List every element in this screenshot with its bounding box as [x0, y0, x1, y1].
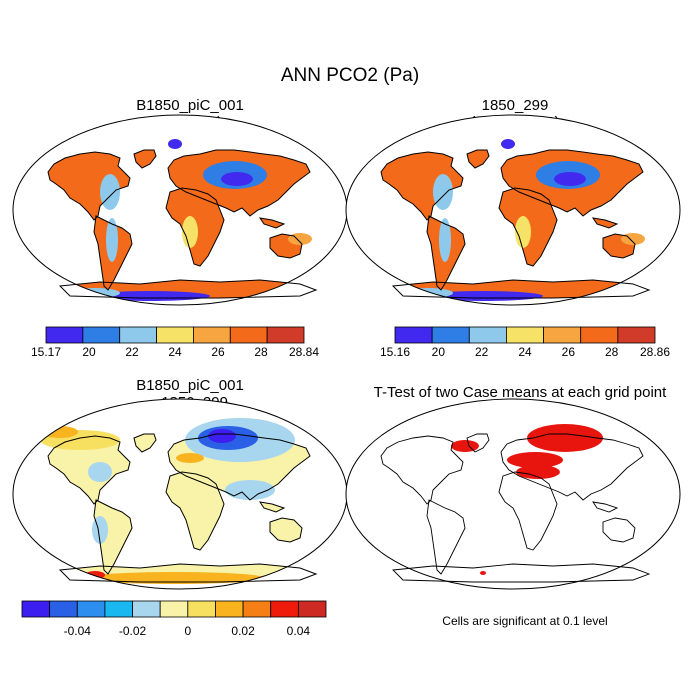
case1-colorbar-label: 28	[254, 345, 268, 359]
case2-colorbar-box-5	[580, 326, 619, 344]
diff-colorbar-label: -0.02	[118, 624, 147, 638]
panel-title-ttest-line1: T-Test of two Case means at each grid po…	[373, 384, 667, 401]
diff-colorbar-label: 0	[184, 624, 192, 638]
panel-title-case2-line1: 1850_299	[481, 97, 549, 114]
diff-colorbar-box-2	[76, 600, 106, 618]
diff-colorbar-box-7	[215, 600, 244, 618]
case1-colorbar-label: 28.84	[288, 345, 320, 359]
diff-colorbar-box-5	[159, 600, 189, 618]
panel-title-ttest: T-Test of two Case means at each grid po…	[355, 384, 685, 401]
case2-colorbar-label: 24	[518, 345, 532, 359]
colorbar-diff	[21, 600, 327, 618]
panel-title-diff-line1: B1850_piC_001	[136, 377, 244, 394]
case2-colorbar-box-0	[394, 326, 433, 344]
case2-colorbar-label: 20	[431, 345, 446, 359]
case1-colorbar-label: 20	[82, 345, 96, 359]
case1-colorbar-box-0	[45, 326, 84, 344]
diff-colorbar-box-0	[21, 600, 51, 618]
significance-note: Cells are significant at 0.1 level	[442, 614, 608, 628]
diff-colorbar-box-9	[270, 600, 299, 618]
case1-colorbar-label: 15.17	[30, 345, 62, 359]
case1-colorbar-box-1	[82, 326, 121, 344]
case2-colorbar-label: 15.16	[379, 345, 411, 359]
case1-colorbar-label: 22	[125, 345, 139, 359]
colorbar-case1	[45, 326, 305, 344]
case2-colorbar-box-6	[617, 326, 656, 344]
diff-colorbar-label: -0.04	[63, 624, 91, 638]
diff-colorbar-box-8	[242, 600, 272, 618]
case1-colorbar-label: 26	[211, 345, 225, 359]
diff-colorbar-box-10	[297, 600, 327, 618]
case1-colorbar-box-2	[119, 326, 157, 344]
case1-colorbar-label: 24	[168, 345, 182, 359]
colorbar-case2	[394, 326, 656, 344]
map-panel-case2	[345, 114, 681, 306]
case2-colorbar-label: 22	[474, 345, 489, 359]
case2-colorbar-box-1	[431, 326, 470, 344]
map-panel-case1	[12, 114, 348, 306]
figure-title: ANN PCO2 (Pa)	[280, 65, 420, 86]
panel-title-case1-line1: B1850_piC_001	[136, 97, 244, 114]
diff-colorbar-box-1	[49, 600, 78, 618]
diff-colorbar-label: 0.04	[286, 624, 311, 638]
case1-colorbar-box-5	[229, 326, 268, 344]
case2-colorbar-label: 28	[604, 345, 619, 359]
case2-colorbar-label: 26	[561, 345, 576, 359]
case1-colorbar-box-3	[156, 326, 194, 344]
diff-colorbar-label: 0.02	[231, 624, 255, 638]
map-panel-diff	[12, 398, 348, 590]
diff-colorbar-box-4	[132, 600, 161, 618]
diff-colorbar-box-3	[104, 600, 133, 618]
case2-colorbar-box-4	[543, 326, 582, 344]
diff-colorbar-box-6	[187, 600, 216, 618]
case2-colorbar-label: 28.86	[639, 345, 671, 359]
case2-colorbar-box-2	[468, 326, 507, 344]
case1-colorbar-box-6	[266, 326, 305, 344]
case1-colorbar-box-4	[193, 326, 231, 344]
case2-colorbar-box-3	[506, 326, 544, 344]
map-panel-ttest	[345, 398, 681, 590]
